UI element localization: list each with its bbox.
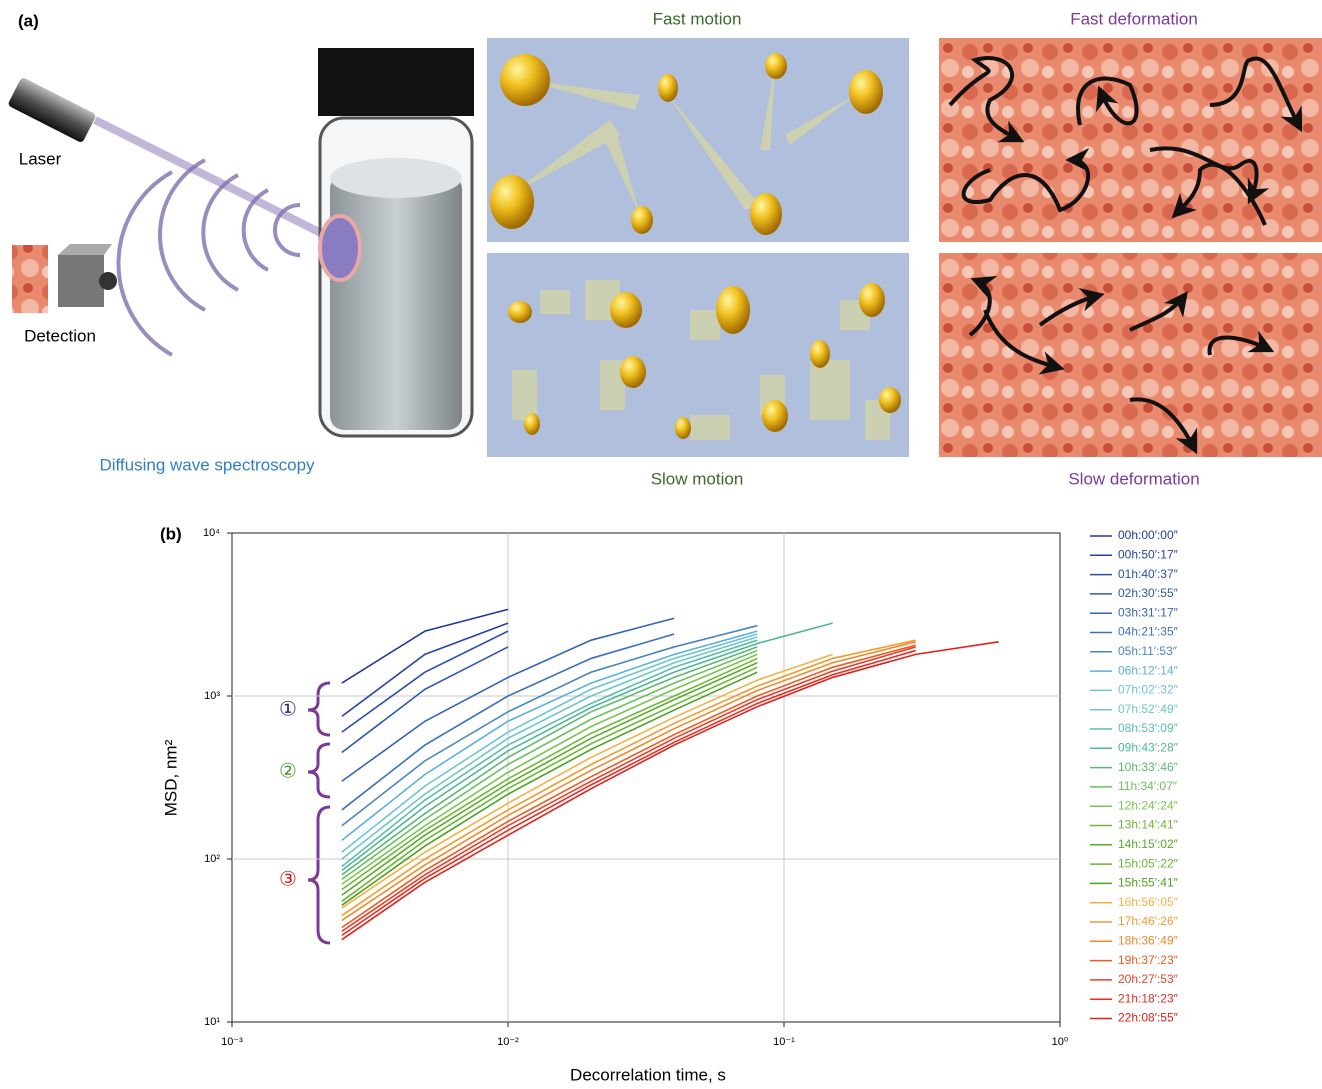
camera xyxy=(58,244,117,307)
y-tick-label: 10¹ xyxy=(204,1016,220,1028)
legend-label: 15h:05′:22″ xyxy=(1118,856,1179,870)
scatter-waves xyxy=(119,160,300,355)
legend-label: 06h:12′:14″ xyxy=(1118,663,1179,677)
legend-label: 19h:37′:23″ xyxy=(1118,953,1179,967)
slow-deformation-panel xyxy=(939,253,1322,457)
laser-device xyxy=(7,77,96,144)
slow-deformation-label: Slow deformation xyxy=(1068,469,1199,488)
legend-label: 16h:56′:05″ xyxy=(1118,895,1179,909)
legend-label: 21h:18′:23″ xyxy=(1118,991,1179,1005)
legend-label: 02h:30′:55″ xyxy=(1118,586,1179,600)
x-axis-title: Decorrelation time, s xyxy=(570,1065,726,1084)
laser-beam xyxy=(95,120,335,240)
x-tick-label: 10⁻² xyxy=(497,1036,519,1048)
fast-motion-panel xyxy=(487,38,909,242)
legend-label: 03h:31′:17″ xyxy=(1118,605,1179,619)
annotation: ① xyxy=(279,698,297,720)
legend-label: 08h:53′:09″ xyxy=(1118,721,1179,735)
panel-a: (a) Laser Detection Diffusing wave spect… xyxy=(7,9,1322,488)
panel-label: (a) xyxy=(18,11,39,30)
series-line xyxy=(342,647,916,931)
legend-label: 10h:33′:46″ xyxy=(1118,760,1179,774)
y-tick-label: 10² xyxy=(204,853,220,865)
detection-label: Detection xyxy=(24,326,96,345)
annotation: ③ xyxy=(279,868,297,890)
y-axis-title: MSD, nm² xyxy=(161,739,180,816)
legend-label: 09h:43′:28″ xyxy=(1118,740,1179,754)
sample-image xyxy=(12,245,48,313)
legend-label: 07h:02′:32″ xyxy=(1118,683,1179,697)
legend-label: 01h:40′:37″ xyxy=(1118,567,1179,581)
legend-label: 20h:27′:53″ xyxy=(1118,972,1179,986)
x-tick-label: 10⁰ xyxy=(1052,1036,1069,1048)
legend-label: 07h:52′:49″ xyxy=(1118,702,1179,716)
series-line xyxy=(342,672,757,905)
method-label: Diffusing wave spectroscopy xyxy=(99,455,315,474)
legend-label: 17h:46′:26″ xyxy=(1118,914,1179,928)
series-line xyxy=(342,634,757,852)
panel-label: (b) xyxy=(160,524,182,543)
laser-label: Laser xyxy=(19,149,62,168)
annotation: ② xyxy=(279,760,297,782)
figure: (a) Laser Detection Diffusing wave spect… xyxy=(0,0,1322,1084)
x-tick-label: 10⁻¹ xyxy=(773,1036,795,1048)
fast-deformation-label: Fast deformation xyxy=(1070,9,1198,28)
legend-label: 18h:36′:49″ xyxy=(1118,933,1179,947)
legend-label: 00h:00′:00″ xyxy=(1118,528,1179,542)
legend-label: 22h:08′:55″ xyxy=(1118,1011,1179,1025)
fast-motion-label: Fast motion xyxy=(653,9,742,28)
y-tick-label: 10³ xyxy=(204,690,220,702)
braces xyxy=(308,683,330,943)
legend-label: 14h:15′:02″ xyxy=(1118,837,1179,851)
legend-label: 00h:50′:17″ xyxy=(1118,547,1179,561)
vial xyxy=(318,48,474,436)
fast-deformation-panel xyxy=(939,38,1322,242)
legend-label: 15h:55′:41″ xyxy=(1118,876,1179,890)
slow-motion-label: Slow motion xyxy=(651,469,744,488)
x-tick-label: 10⁻³ xyxy=(221,1036,243,1048)
legend-label: 12h:24′:24″ xyxy=(1118,798,1179,812)
legend-label: 11h:34′:07″ xyxy=(1118,779,1178,793)
legend-label: 13h:14′:41″ xyxy=(1118,818,1179,832)
y-tick-label: 10⁴ xyxy=(203,527,220,539)
legend-label: 05h:11′:53″ xyxy=(1118,644,1178,658)
series-line xyxy=(342,631,508,732)
series-line xyxy=(342,642,916,921)
series-line xyxy=(342,623,508,716)
legend-label: 04h:21′:35″ xyxy=(1118,625,1179,639)
plot-frame xyxy=(232,533,1060,1022)
